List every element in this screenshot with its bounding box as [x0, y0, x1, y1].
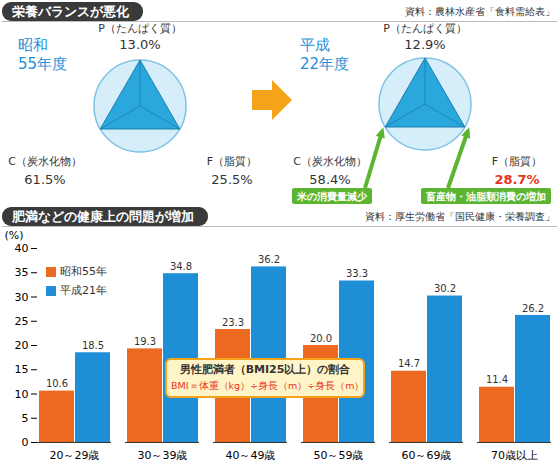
svg-text:0: 0 — [22, 436, 29, 449]
svg-text:26.2: 26.2 — [522, 303, 544, 314]
svg-text:平成: 平成 — [300, 36, 330, 54]
svg-text:36.2: 36.2 — [258, 254, 280, 265]
svg-text:10.6: 10.6 — [46, 378, 68, 389]
svg-text:15: 15 — [15, 363, 29, 376]
svg-text:F（脂質）: F（脂質） — [207, 155, 257, 168]
svg-text:33.3: 33.3 — [346, 268, 368, 279]
svg-text:19.3: 19.3 — [134, 336, 156, 347]
svg-text:5: 5 — [22, 412, 29, 425]
svg-text:55年度: 55年度 — [18, 55, 67, 73]
html-text:平成21年: 平成21年 — [60, 284, 107, 297]
svg-text:25.5%: 25.5% — [211, 172, 252, 187]
svg-text:50～59歳: 50～59歳 — [314, 449, 364, 462]
html-text:昭和55年: 昭和55年 — [60, 265, 107, 278]
svg-text:栄養バランスが悪化: 栄養バランスが悪化 — [12, 4, 130, 19]
svg-text:資料：農林水産省「食料需給表」: 資料：農林水産省「食料需給表」 — [405, 6, 555, 17]
svg-text:40～49歳: 40～49歳 — [226, 449, 276, 462]
svg-text:18.5: 18.5 — [82, 340, 104, 351]
svg-text:14.7: 14.7 — [398, 358, 420, 369]
svg-text:米の消費量減少: 米の消費量減少 — [296, 191, 368, 202]
svg-text:58.4%: 58.4% — [309, 172, 350, 187]
svg-text:(%): (%) — [5, 229, 24, 242]
svg-text:肥満などの健康上の問題が増加: 肥満などの健康上の問題が増加 — [11, 209, 194, 224]
svg-text:30.2: 30.2 — [434, 283, 456, 294]
svg-text:30～39歳: 30～39歳 — [138, 449, 188, 462]
svg-text:20: 20 — [15, 339, 29, 352]
svg-text:60～69歳: 60～69歳 — [402, 449, 452, 462]
svg-text:P（たんぱく質）: P（たんぱく質） — [98, 22, 182, 35]
svg-text:34.8: 34.8 — [170, 261, 192, 272]
svg-text:61.5%: 61.5% — [24, 172, 65, 187]
svg-text:11.4: 11.4 — [486, 374, 508, 385]
svg-text:C（炭水化物）: C（炭水化物） — [293, 155, 367, 168]
svg-text:12.9%: 12.9% — [404, 37, 445, 52]
svg-text:20.0: 20.0 — [310, 333, 332, 344]
svg-text:10: 10 — [15, 388, 29, 401]
svg-text:70歳以上: 70歳以上 — [491, 449, 538, 462]
svg-text:40: 40 — [15, 242, 29, 255]
svg-text:畜産物・油脂類消費の増加: 畜産物・油脂類消費の増加 — [425, 191, 546, 202]
svg-text:25: 25 — [15, 315, 29, 328]
svg-text:P（たんぱく質）: P（たんぱく質） — [383, 22, 467, 35]
svg-text:22年度: 22年度 — [300, 55, 349, 73]
svg-text:資料：厚生労働省「国民健康・栄養調査」: 資料：厚生労働省「国民健康・栄養調査」 — [365, 211, 555, 222]
svg-text:20～29歳: 20～29歳 — [50, 449, 100, 462]
svg-text:C（炭水化物）: C（炭水化物） — [8, 155, 82, 168]
svg-text:28.7%: 28.7% — [494, 172, 539, 187]
html-text:BMI＝体重（kg）÷身長（m）÷身長（m）: BMI＝体重（kg）÷身長（m）÷身長（m） — [171, 380, 365, 391]
svg-text:23.3: 23.3 — [222, 317, 244, 328]
html-text:男性肥満者（BMI25以上）の割合: 男性肥満者（BMI25以上）の割合 — [179, 363, 351, 376]
svg-text:30: 30 — [15, 291, 29, 304]
svg-text:F（脂質）: F（脂質） — [492, 155, 542, 168]
svg-text:13.0%: 13.0% — [119, 37, 160, 52]
svg-text:昭和: 昭和 — [18, 36, 48, 54]
svg-text:35: 35 — [15, 266, 29, 279]
